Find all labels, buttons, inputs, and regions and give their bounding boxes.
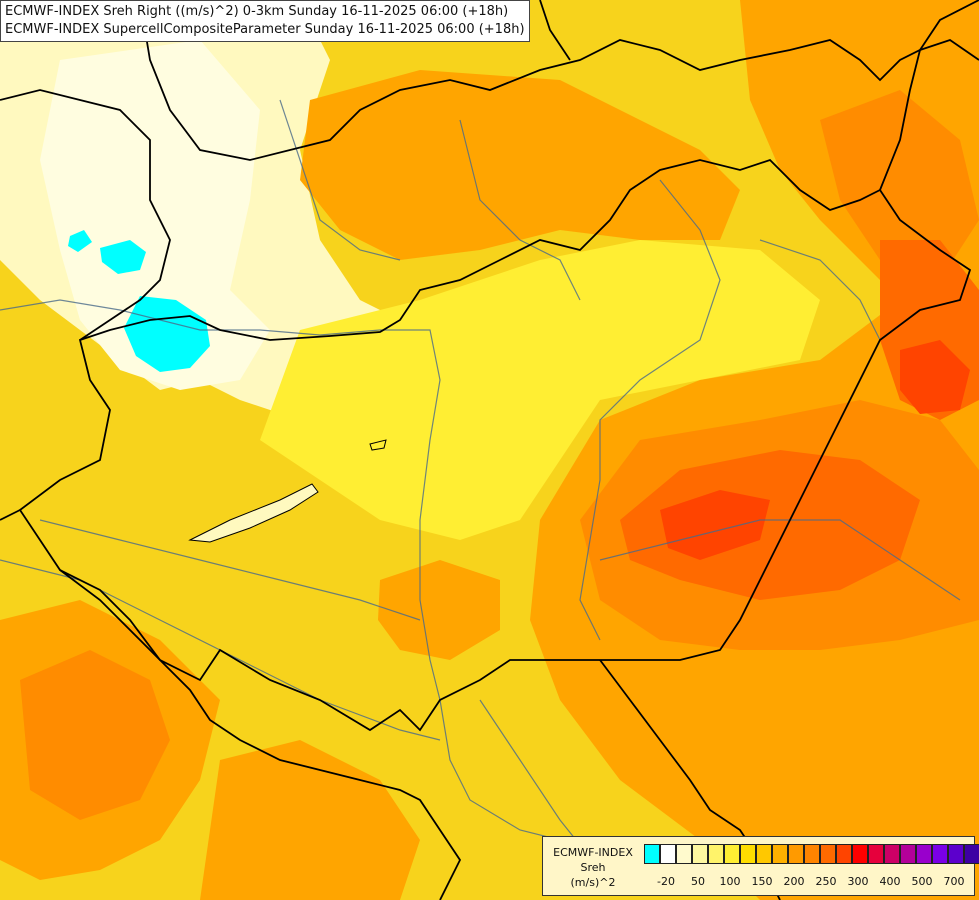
legend-swatch — [820, 844, 836, 864]
cream-area — [40, 40, 270, 390]
legend-swatch — [852, 844, 868, 864]
map-title-box: ECMWF-INDEX Sreh Right ((m/s)^2) 0-3km S… — [0, 0, 530, 42]
legend-swatch — [916, 844, 932, 864]
legend-swatch — [740, 844, 756, 864]
legend-swatch — [644, 844, 660, 864]
legend-swatch — [836, 844, 852, 864]
legend-tick: 50 — [691, 875, 705, 888]
rivers — [0, 99, 961, 871]
border-austria — [0, 89, 171, 341]
border-north-detail — [539, 0, 571, 61]
legend-tick: 150 — [751, 875, 773, 888]
legend-color-bar — [644, 844, 979, 864]
legend-swatch — [804, 844, 820, 864]
legend-swatch — [724, 844, 740, 864]
legend-tick: 100 — [719, 875, 741, 888]
border-ukraine — [879, 0, 979, 191]
legend-title-unit: (m/s)^2 — [570, 876, 616, 889]
deep-orange-northeast — [820, 90, 979, 280]
legend-swatch — [660, 844, 676, 864]
legend-tick: -20 — [657, 875, 675, 888]
legend-swatch — [708, 844, 724, 864]
legend-tick: 500 — [911, 875, 933, 888]
red-core-1 — [660, 490, 770, 560]
legend-tick-labels: -20 50 100 150 200 250 300 400 500 700 — [644, 875, 974, 889]
legend-swatch — [900, 844, 916, 864]
legend-swatch — [948, 844, 964, 864]
legend-swatch — [692, 844, 708, 864]
color-legend: ECMWF-INDEX Sreh (m/s)^2 -20 50 100 150 200 2… — [542, 836, 979, 896]
cyan-patch-2 — [68, 230, 92, 252]
lake-balaton — [188, 483, 319, 543]
border-hungary — [18, 158, 972, 732]
map-title-line2: ECMWF-INDEX SupercellCompositeParameter … — [5, 22, 525, 37]
border-slovakia-north — [139, 0, 979, 161]
border-croatia-south — [0, 509, 462, 900]
legend-title: ECMWF-INDEX Sreh (m/s)^2 — [547, 845, 639, 890]
yellow-band-center — [260, 240, 820, 540]
legend-tick: 300 — [847, 875, 869, 888]
river-east-1 — [759, 239, 881, 341]
legend-title-variable: Sreh — [580, 861, 606, 874]
legend-swatch — [932, 844, 948, 864]
legend-swatch — [676, 844, 692, 864]
legend-swatch — [756, 844, 772, 864]
red-orange-east — [620, 450, 920, 600]
river-drava — [39, 519, 421, 621]
legend-swatch — [868, 844, 884, 864]
legend-swatch — [788, 844, 804, 864]
river-danube — [0, 299, 681, 861]
legend-tick: 700 — [943, 875, 965, 888]
river-north-1 — [279, 99, 401, 261]
legend-swatch — [884, 844, 900, 864]
orange-area-south — [200, 740, 420, 900]
legend-tick: 250 — [815, 875, 837, 888]
orange-area-north — [300, 70, 740, 260]
cyan-patch-1 — [100, 240, 146, 274]
lake-small — [369, 439, 387, 451]
river-mures — [599, 519, 961, 601]
map-title-line1: ECMWF-INDEX Sreh Right ((m/s)^2) 0-3km S… — [5, 4, 509, 19]
legend-swatch — [772, 844, 788, 864]
red-core-2 — [900, 340, 970, 414]
river-north-2 — [459, 119, 581, 301]
legend-swatch — [964, 844, 979, 864]
river-tisza — [579, 179, 721, 641]
cyan-patch-3 — [124, 296, 210, 372]
legend-title-source: ECMWF-INDEX — [553, 846, 633, 859]
orange-area-south-center — [378, 560, 500, 660]
deep-orange-southwest — [20, 650, 170, 820]
legend-tick: 400 — [879, 875, 901, 888]
legend-tick: 200 — [783, 875, 805, 888]
